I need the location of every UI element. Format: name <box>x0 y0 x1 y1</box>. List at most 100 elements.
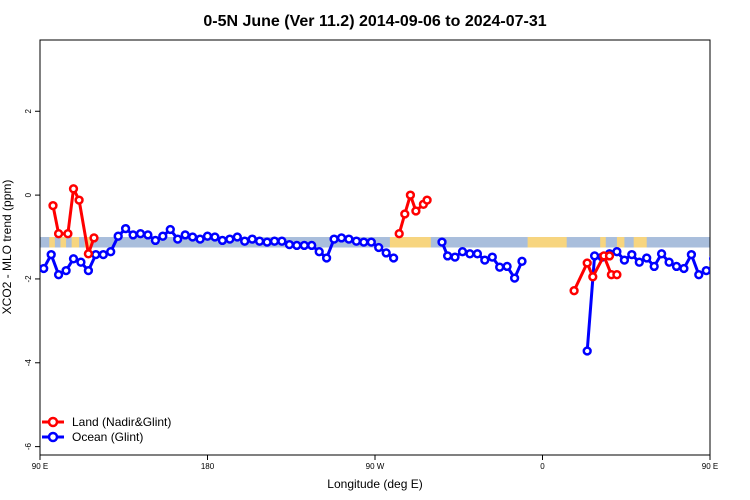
series-1-point-0-11 <box>120 223 131 234</box>
land-band-4 <box>389 237 431 248</box>
series-1-point-0-2 <box>53 270 64 280</box>
series-1-point-2-16 <box>701 265 710 276</box>
series-1-point-1-1 <box>442 251 453 261</box>
series-1-point-0-37 <box>314 247 324 257</box>
land-band-1 <box>60 237 67 248</box>
series-1-point-2-4 <box>612 247 622 257</box>
series-1-point-2-7 <box>634 257 644 267</box>
x-tick-label-1: 180 <box>201 462 215 471</box>
series-1-point-0-47 <box>388 253 399 263</box>
series-1-point-2-13 <box>679 263 689 274</box>
series-1-point-0-43 <box>359 237 369 247</box>
legend-ocean-label: Ocean (Glint) <box>72 430 143 444</box>
series-1-point-0-31 <box>269 236 280 246</box>
series-1-point-2-0 <box>582 346 592 356</box>
series-1-point-0-15 <box>150 235 161 246</box>
series-1-point-1-7 <box>487 252 497 262</box>
series-0-point-5-0 <box>720 202 727 209</box>
x-tick-label-2: 90 W <box>366 462 385 471</box>
series-0-point-0-4 <box>74 195 84 205</box>
series-1-point-0-41 <box>344 234 354 244</box>
series-0-point-4-0 <box>604 251 615 261</box>
series-1-point-0-24 <box>217 235 228 246</box>
y-tick-label-2: -2 <box>24 275 33 283</box>
series-1-point-1-3 <box>457 247 468 257</box>
series-1-point-1-6 <box>480 255 490 265</box>
series-1 <box>40 223 750 356</box>
series-0-point-1-3 <box>411 206 421 216</box>
series-0-point-3-5 <box>612 270 622 280</box>
series-0-point-3-0 <box>569 286 579 296</box>
series-1-point-3-2 <box>725 267 732 274</box>
series-layer <box>40 184 750 356</box>
series-1-point-0-45 <box>374 242 384 253</box>
series-1-point-0-21 <box>195 234 205 244</box>
series-1-point-0-36 <box>307 240 317 251</box>
series-1-point-0-12 <box>128 230 138 240</box>
series-1-point-3-1 <box>718 259 725 266</box>
y-tick-label-0: -6 <box>24 443 33 451</box>
series-0-point-0-3 <box>68 184 79 194</box>
y-tick-label-1: -4 <box>24 359 33 367</box>
series-1-point-0-10 <box>113 231 123 241</box>
series-1-point-1-0 <box>437 237 447 247</box>
x-axis-label: Longitude (deg E) <box>327 477 422 491</box>
series-0-point-0-2 <box>63 229 73 239</box>
x-tick-label-4: 90 E <box>702 462 718 471</box>
series-1-point-0-30 <box>262 237 272 247</box>
series-0-point-1-0 <box>394 229 404 239</box>
series-1-point-0-17 <box>165 224 175 235</box>
series-1-point-0-14 <box>143 230 153 240</box>
land-band-8 <box>633 237 647 248</box>
series-1-point-0-0 <box>40 263 49 274</box>
series-1-point-2-15 <box>694 270 704 280</box>
chart-title: 0-5N June (Ver 11.2) 2014-09-06 to 2024-… <box>203 13 546 30</box>
y-axis: -6 -4 -2 0 2 <box>24 108 40 450</box>
series-1-point-2-10 <box>656 249 667 259</box>
legend-land-marker <box>47 416 59 428</box>
series-0-point-1-2 <box>405 190 416 200</box>
series-1-point-1-9 <box>502 261 512 272</box>
series-1-point-0-34 <box>292 240 302 251</box>
series-1-point-2-8 <box>642 253 652 263</box>
series-1-point-2-1 <box>589 251 600 261</box>
x-tick-label-3: 0 <box>540 462 545 471</box>
series-1-point-1-10 <box>509 273 520 283</box>
x-tick-label-0: 90 E <box>32 462 48 471</box>
series-1-point-0-44 <box>366 237 376 247</box>
series-1-point-2-9 <box>649 261 659 272</box>
series-1-point-0-28 <box>247 234 257 244</box>
series-1-point-0-32 <box>277 236 287 246</box>
series-1-point-1-8 <box>495 262 505 272</box>
series-0-point-5-2 <box>735 230 742 237</box>
x-axis: 90 E 180 90 W 0 90 E <box>32 455 718 471</box>
series-0-point-0-0 <box>48 200 58 211</box>
series-1-point-1-2 <box>450 252 460 262</box>
series-0-point-5-4 <box>746 197 750 204</box>
series-0-point-5-3 <box>740 185 747 192</box>
series-0 <box>48 184 750 296</box>
series-1-point-2-5 <box>619 255 630 265</box>
series-0-point-0-5 <box>83 249 94 259</box>
land-band-7 <box>616 237 625 248</box>
series-1-point-0-26 <box>232 232 242 242</box>
series-0-point-2-0 <box>422 195 432 205</box>
series-1-point-3-0 <box>709 255 710 262</box>
land-band-5 <box>527 237 567 248</box>
series-1-point-0-5 <box>76 257 86 267</box>
series-1-point-0-46 <box>381 248 391 258</box>
series-1-point-1-4 <box>465 249 475 259</box>
series-1-point-0-6 <box>83 265 94 276</box>
series-1-point-2-14 <box>686 249 697 260</box>
series-1-point-0-35 <box>299 240 309 251</box>
series-0-line-5 <box>723 189 750 254</box>
series-1-point-1-11 <box>517 256 527 266</box>
series-1-point-0-42 <box>351 236 362 246</box>
series-1-point-2-6 <box>627 249 637 260</box>
legend: Land (Nadir&Glint) Ocean (Glint) <box>42 415 171 444</box>
series-1-point-0-1 <box>46 249 56 260</box>
series-1-line-3 <box>714 229 750 271</box>
series-1-point-0-8 <box>98 249 108 260</box>
series-1-point-2-12 <box>671 261 682 272</box>
